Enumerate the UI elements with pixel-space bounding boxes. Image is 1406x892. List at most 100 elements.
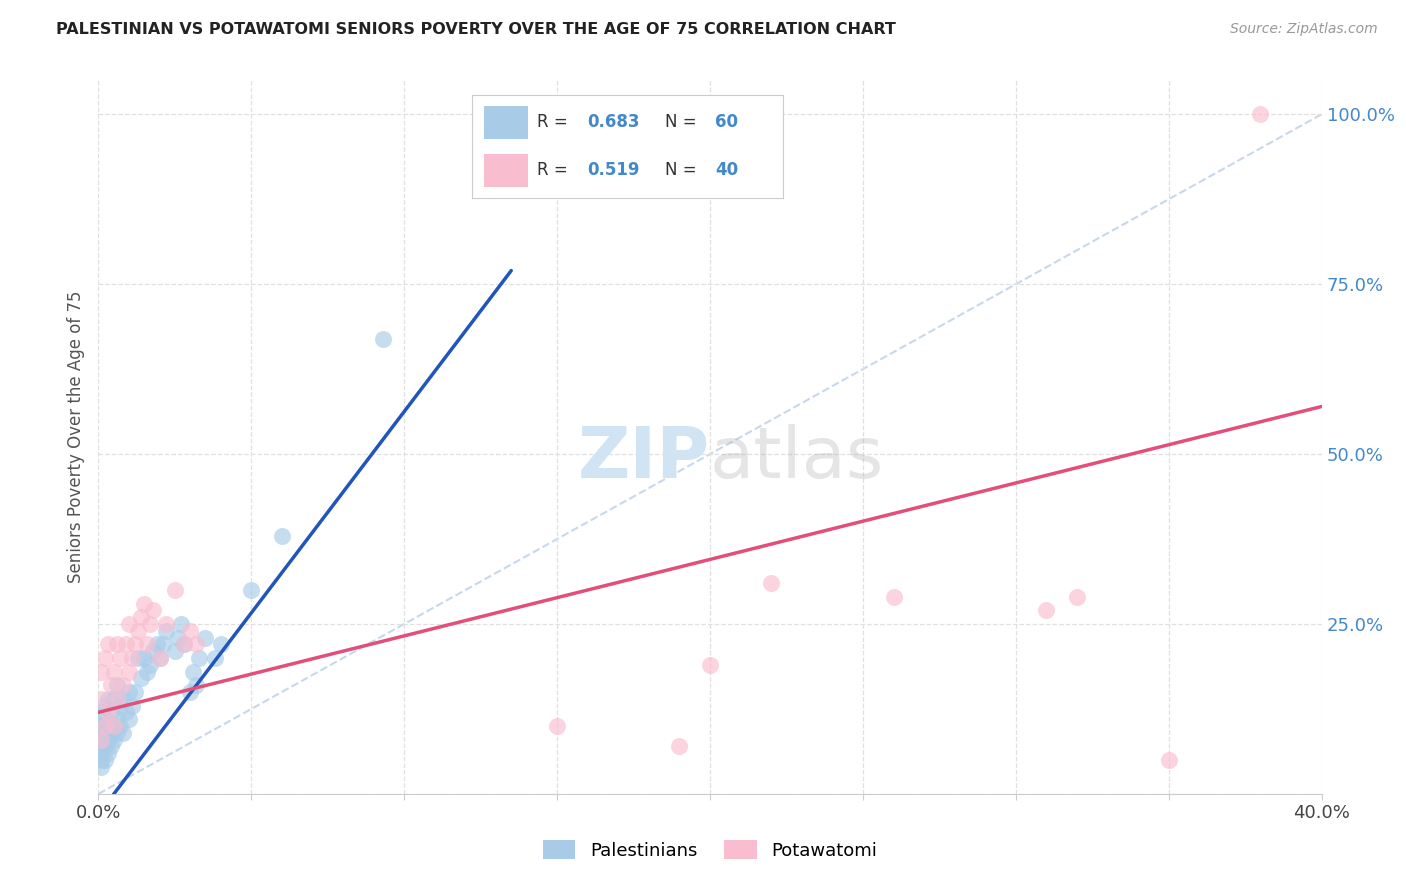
Point xyxy=(145,637,167,651)
Point xyxy=(93,725,115,739)
Point xyxy=(759,576,782,591)
Point xyxy=(90,665,112,679)
Point xyxy=(136,665,159,679)
Point xyxy=(97,637,120,651)
Point xyxy=(1157,753,1180,767)
Point xyxy=(129,671,152,685)
Point xyxy=(240,582,263,597)
Text: atlas: atlas xyxy=(710,424,884,493)
Point xyxy=(103,691,125,706)
Point xyxy=(90,739,112,754)
Point xyxy=(155,617,177,632)
Point xyxy=(1249,107,1271,121)
Point xyxy=(108,651,131,665)
Point xyxy=(103,732,125,747)
Point xyxy=(111,725,134,739)
Point xyxy=(90,746,112,760)
Point xyxy=(90,725,112,739)
Point xyxy=(97,719,120,733)
Point xyxy=(115,706,138,720)
Point xyxy=(108,719,131,733)
Point xyxy=(186,678,208,692)
Point xyxy=(129,610,152,624)
Point xyxy=(105,691,128,706)
Point xyxy=(167,631,190,645)
Point xyxy=(134,651,156,665)
Point xyxy=(270,528,292,542)
Point xyxy=(194,631,217,645)
Point xyxy=(149,651,172,665)
Point xyxy=(163,582,186,597)
Point xyxy=(93,651,115,665)
Point xyxy=(93,739,115,754)
Point xyxy=(105,678,128,692)
Point xyxy=(209,637,232,651)
Point xyxy=(115,637,138,651)
Point xyxy=(118,712,141,726)
Point xyxy=(134,597,156,611)
Point xyxy=(181,665,204,679)
Point xyxy=(142,603,165,617)
Text: Source: ZipAtlas.com: Source: ZipAtlas.com xyxy=(1230,22,1378,37)
Point xyxy=(163,644,186,658)
Point xyxy=(93,753,115,767)
Point xyxy=(152,637,174,651)
Point xyxy=(124,685,146,699)
Point xyxy=(170,617,193,632)
Point xyxy=(100,725,122,739)
Point xyxy=(118,665,141,679)
Text: ZIP: ZIP xyxy=(578,424,710,493)
Point xyxy=(111,691,134,706)
Point xyxy=(121,698,143,713)
Point xyxy=(149,651,172,665)
Point xyxy=(90,732,112,747)
Point xyxy=(1035,603,1057,617)
Point xyxy=(883,590,905,604)
Point xyxy=(204,651,226,665)
Point xyxy=(97,706,120,720)
Point xyxy=(127,624,149,638)
Point xyxy=(121,651,143,665)
Point xyxy=(139,617,162,632)
Point xyxy=(155,624,177,638)
Point xyxy=(142,644,165,658)
Point xyxy=(188,651,211,665)
Point xyxy=(100,706,122,720)
Point xyxy=(90,719,112,733)
Point xyxy=(93,719,115,733)
Point xyxy=(179,624,201,638)
Point xyxy=(546,719,568,733)
Point xyxy=(118,617,141,632)
Point xyxy=(103,719,125,733)
Point xyxy=(97,691,120,706)
Point xyxy=(100,678,122,692)
Point xyxy=(105,712,128,726)
Point xyxy=(93,712,115,726)
Point xyxy=(136,637,159,651)
Point xyxy=(668,739,690,754)
Point xyxy=(90,760,112,774)
Point xyxy=(179,685,201,699)
Point xyxy=(90,706,112,720)
Point xyxy=(516,128,538,142)
Point xyxy=(1066,590,1088,604)
Point xyxy=(105,637,128,651)
Point xyxy=(699,657,721,672)
Legend: Palestinians, Potawatomi: Palestinians, Potawatomi xyxy=(536,833,884,867)
Point xyxy=(371,332,394,346)
Point xyxy=(139,657,162,672)
Point xyxy=(103,719,125,733)
Point xyxy=(90,691,112,706)
Point xyxy=(97,746,120,760)
Point xyxy=(173,637,195,651)
Point xyxy=(118,685,141,699)
Point xyxy=(100,739,122,754)
Point xyxy=(186,637,208,651)
Point xyxy=(90,732,112,747)
Point xyxy=(93,698,115,713)
Point xyxy=(103,665,125,679)
Point xyxy=(90,753,112,767)
Text: PALESTINIAN VS POTAWATOMI SENIORS POVERTY OVER THE AGE OF 75 CORRELATION CHART: PALESTINIAN VS POTAWATOMI SENIORS POVERT… xyxy=(56,22,896,37)
Point xyxy=(127,651,149,665)
Point xyxy=(97,732,120,747)
